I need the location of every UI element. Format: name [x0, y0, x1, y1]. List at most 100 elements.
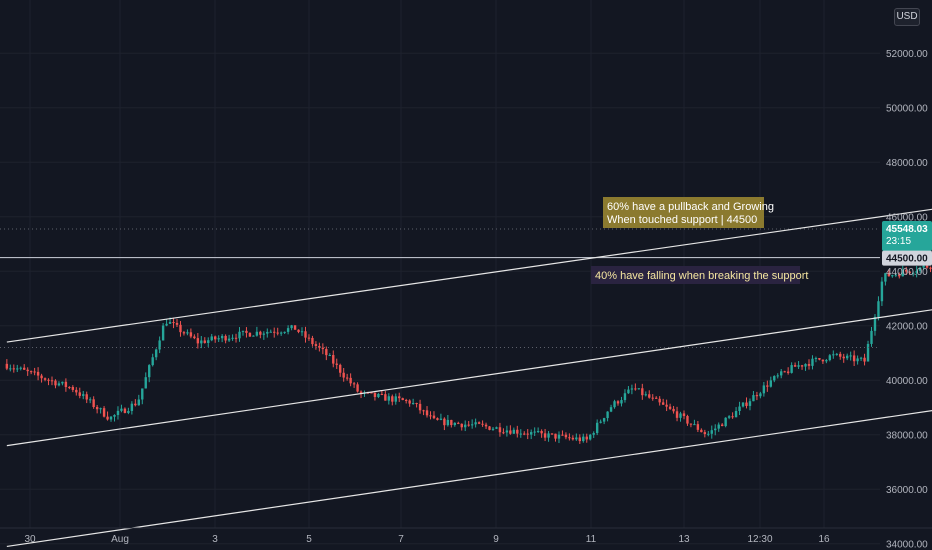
candle-body: [332, 355, 335, 364]
candle-body: [832, 354, 835, 356]
candle-body: [887, 273, 891, 277]
candle-body: [12, 368, 15, 370]
candle-body: [47, 379, 50, 381]
candle-body: [314, 344, 318, 346]
candle-body: [99, 408, 102, 410]
candle-body: [220, 335, 224, 339]
candle-body: [529, 432, 533, 435]
candle-body: [262, 333, 266, 335]
time-axis[interactable]: 30 Aug 3 5 7 9 11 13 12:30 16: [0, 527, 932, 545]
candle-body: [821, 359, 825, 362]
candle-body: [75, 389, 78, 393]
candle-body: [165, 323, 168, 326]
candle-body: [766, 385, 769, 387]
candle-body: [85, 394, 88, 400]
candle-body: [852, 355, 856, 362]
candle-body: [88, 399, 92, 401]
candle-body: [682, 413, 686, 417]
candle-body: [16, 368, 19, 370]
candle-body: [516, 429, 519, 434]
time-tick-label: 12:30: [747, 534, 772, 545]
price-tick-label: 40000.00: [886, 376, 928, 387]
candle-body: [95, 406, 99, 410]
candle-body: [911, 272, 915, 274]
candle-body: [68, 387, 71, 389]
candle-body: [457, 422, 460, 424]
candle-body: [505, 430, 509, 433]
candle-body: [710, 430, 713, 434]
candle-body: [102, 408, 106, 417]
candle-body: [470, 424, 474, 426]
candle-body: [839, 353, 842, 357]
lower-channel[interactable]: [6, 258, 932, 548]
candle-body: [436, 418, 439, 420]
time-tick-label: 30: [24, 534, 36, 545]
candle-body: [849, 355, 852, 357]
time-tick-label: 5: [306, 534, 312, 545]
growth-annotation[interactable]: 60% have a pullback and Growing When tou…: [603, 197, 774, 228]
candle-body: [377, 393, 380, 397]
time-tick-label: 16: [818, 534, 830, 545]
candle-body: [328, 355, 331, 357]
candle-body: [425, 410, 429, 416]
candle-body: [318, 345, 321, 348]
candle-body: [762, 385, 766, 394]
candle-body: [297, 329, 300, 332]
candle-body: [724, 417, 727, 427]
candle-body: [675, 411, 679, 418]
time-tick-label: 9: [493, 534, 499, 545]
candle-body: [245, 330, 248, 333]
candle-body: [884, 273, 887, 282]
candle-body: [154, 349, 158, 358]
candle-body: [571, 437, 575, 440]
candle-body: [557, 434, 561, 439]
horizontal-levels: [0, 228, 880, 348]
candle-body: [227, 338, 231, 341]
support-price-tag[interactable]: 44500.00: [882, 250, 932, 266]
candle-body: [141, 388, 144, 400]
candle-body: [349, 377, 352, 384]
countdown-label: 23:15: [886, 236, 911, 247]
currency-button[interactable]: USD: [894, 8, 920, 26]
candle-body: [599, 421, 602, 423]
candle-body: [398, 396, 401, 399]
candle-body: [616, 401, 620, 404]
candle-body: [835, 353, 838, 355]
candle-body: [786, 371, 790, 373]
candle-body: [26, 369, 29, 372]
candle-body: [741, 402, 745, 407]
middle-channel[interactable]: [6, 157, 932, 447]
candle-body: [668, 406, 672, 409]
candle-body: [300, 331, 304, 333]
candle-body: [689, 423, 693, 425]
candle-body: [193, 336, 196, 339]
price-axis[interactable]: 34000.00 36000.00 38000.00 40000.00 42000.00…: [882, 49, 932, 550]
breakdown-annotation[interactable]: 40% have falling when breaking the suppo…: [591, 266, 808, 284]
current-price-label: 45548.03: [886, 224, 928, 235]
candle-body: [196, 338, 200, 344]
candle-body: [807, 363, 811, 366]
time-tick-label: 11: [586, 534, 597, 545]
candle-body: [665, 404, 668, 407]
candle-body: [575, 437, 578, 440]
trend-channel[interactable]: [6, 75, 932, 548]
candle-body: [523, 433, 526, 435]
candle-body: [293, 325, 297, 330]
candle-body: [248, 332, 252, 337]
scenario-projections[interactable]: 60% have a pullback and Growing When tou…: [591, 170, 932, 344]
candle-body: [589, 434, 592, 440]
candle-body: [78, 392, 81, 396]
candle-body: [585, 436, 588, 440]
candle-body: [335, 363, 338, 365]
candle-body: [109, 416, 113, 420]
candle-body: [793, 365, 797, 367]
candle-body: [495, 427, 498, 429]
upper-channel[interactable]: [6, 75, 932, 343]
candle-body: [231, 337, 234, 339]
candle-body: [578, 437, 582, 442]
candle-body: [422, 410, 425, 412]
candle-body: [536, 431, 540, 433]
current-price-tag-bg: [882, 221, 932, 252]
